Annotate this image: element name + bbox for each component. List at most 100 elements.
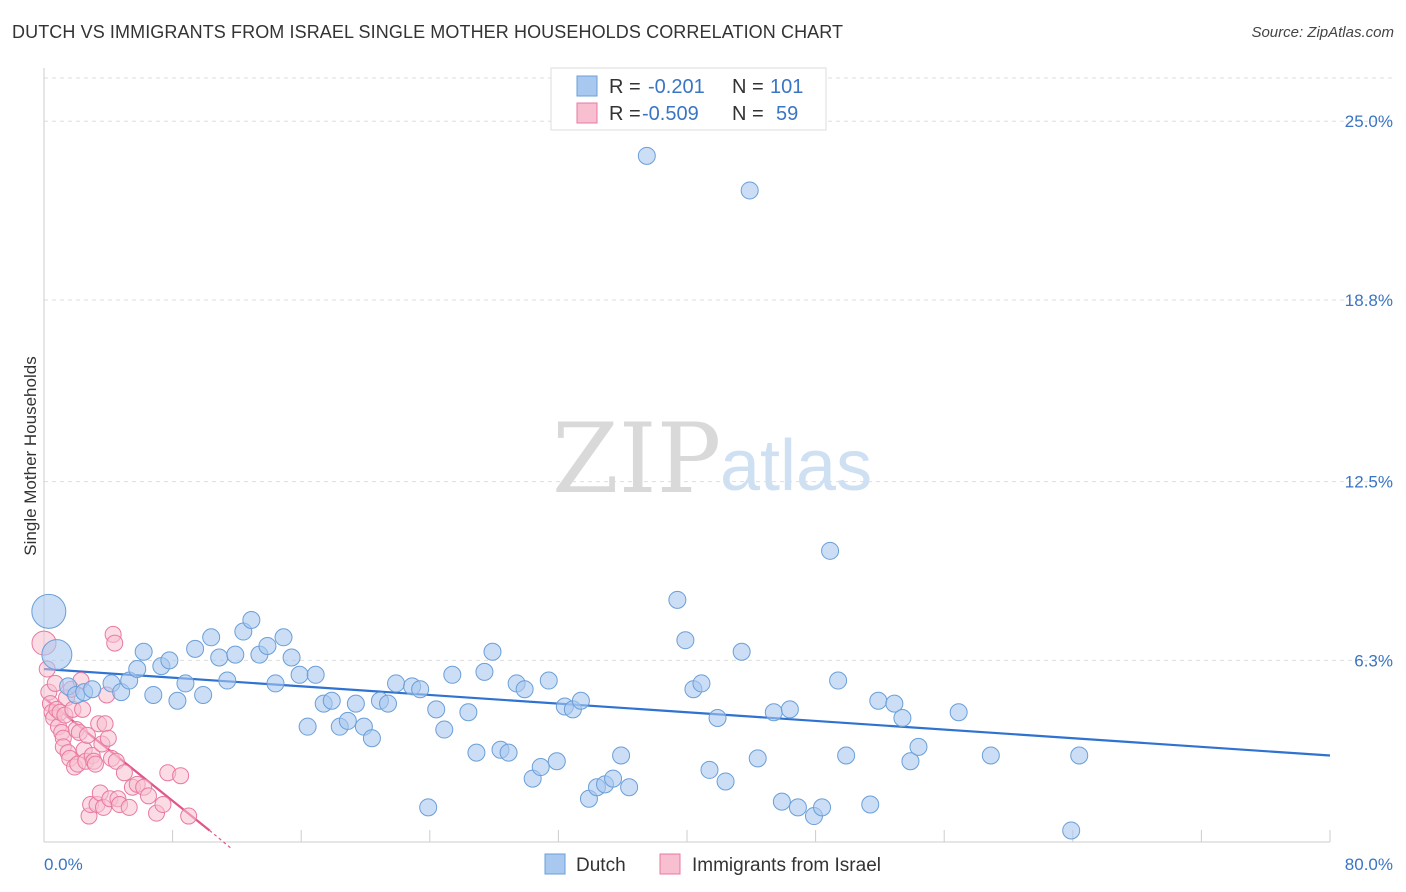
dutch-point [732, 642, 751, 661]
israel-point [106, 634, 124, 652]
legend-n-value-dutch: 101 [770, 76, 803, 98]
x-tick-label-max: 80.0% [1345, 855, 1393, 874]
dutch-point [692, 674, 711, 693]
dutch-point [443, 665, 462, 684]
dutch-point [134, 642, 153, 661]
x-tick-label-min: 0.0% [44, 855, 83, 874]
israel-trend-extension [209, 830, 231, 849]
dutch-point [242, 611, 261, 630]
dutch-point [266, 674, 285, 693]
bottom-legend-swatch-dutch [544, 853, 566, 875]
dutch-point [338, 711, 357, 730]
dutch-point [740, 181, 759, 200]
legend-swatch-israel [576, 102, 598, 124]
israel-point [78, 726, 96, 744]
bottom-legend-label-dutch: Dutch [576, 855, 626, 876]
dutch-point [531, 758, 550, 777]
dutch-point [901, 752, 920, 771]
israel-point [99, 729, 117, 747]
dutch-point [604, 769, 623, 788]
gridlines [44, 77, 1392, 661]
dutch-point [700, 760, 719, 779]
dutch-point [176, 674, 195, 693]
chart-source: Source: ZipAtlas.com [1251, 24, 1394, 41]
dutch-point [780, 700, 799, 719]
dutch-point [813, 798, 832, 817]
dutch-point [539, 671, 558, 690]
legend-n-label-dutch: N = [732, 76, 764, 98]
chart-title: DUTCH VS IMMIGRANTS FROM ISRAEL SINGLE M… [12, 22, 844, 42]
dutch-point [837, 746, 856, 765]
dutch-point [379, 694, 398, 713]
dutch-point [547, 752, 566, 771]
israel-point [172, 767, 190, 785]
dutch-point [748, 749, 767, 768]
dutch-point [258, 636, 277, 655]
dutch-point [290, 665, 309, 684]
israel-point [107, 752, 125, 770]
dutch-point [571, 691, 590, 710]
legend-r-label-israel: R = [609, 103, 641, 125]
israel-point [86, 755, 104, 773]
y-tick-label: 6.3% [1354, 651, 1393, 670]
stats-legend: R = -0.201 N = 101 R = -0.509 N = 59 [550, 67, 827, 131]
legend-r-label-dutch: R = [609, 76, 641, 98]
dutch-point [298, 717, 317, 736]
legend-r-value-dutch: -0.201 [648, 76, 705, 98]
y-tick-label: 25.0% [1345, 112, 1393, 131]
dutch-point [708, 709, 727, 728]
israel-point [154, 796, 172, 814]
dutch-point [949, 703, 968, 722]
dutch-point [499, 743, 518, 762]
dutch-point [31, 593, 67, 629]
dutch-point [387, 674, 406, 693]
dutch-point [829, 671, 848, 690]
dutch-point [168, 691, 187, 710]
y-tick-label: 12.5% [1345, 473, 1393, 492]
israel-point [180, 807, 198, 825]
bottom-legend-swatch-israel [659, 853, 681, 875]
dutch-point [515, 680, 534, 699]
israel-point [139, 787, 157, 805]
y-tick-labels: 6.3% 12.5% 18.8% 25.0% [1345, 112, 1393, 670]
y-tick-label: 18.8% [1345, 291, 1393, 310]
bottom-legend-label-israel: Immigrants from Israel [692, 855, 881, 876]
dutch-point [41, 639, 73, 671]
dutch-point [194, 685, 213, 704]
dutch-point [427, 700, 446, 719]
x-tick-labels: 0.0% 80.0% [44, 855, 1393, 874]
dutch-point [869, 691, 888, 710]
watermark: ZIP atlas [552, 403, 872, 515]
dutch-point [716, 772, 735, 791]
dutch-point [467, 743, 486, 762]
dutch-point [411, 680, 430, 699]
dutch-point [160, 651, 179, 670]
series-dutch-points [31, 146, 1089, 840]
dutch-point [861, 795, 880, 814]
watermark-zip: ZIP [552, 403, 721, 515]
watermark-atlas: atlas [720, 426, 872, 506]
dutch-point [788, 798, 807, 817]
dutch-point [282, 648, 301, 667]
legend-n-label-israel: N = [732, 103, 764, 125]
dutch-point [144, 685, 163, 704]
legend-swatch-dutch [576, 75, 598, 97]
dutch-point [821, 541, 840, 560]
dutch-point [885, 694, 904, 713]
dutch-point [764, 703, 783, 722]
dutch-point [981, 746, 1000, 765]
dutch-point [274, 628, 293, 647]
dutch-point [210, 648, 229, 667]
trend-lines [43, 667, 1331, 849]
dutch-point [637, 146, 656, 165]
dutch-point [459, 703, 478, 722]
dutch-point [322, 691, 341, 710]
dutch-point [346, 694, 365, 713]
dutch-point [218, 671, 237, 690]
israel-point [96, 715, 114, 733]
dutch-point [909, 737, 928, 756]
dutch-point [362, 729, 381, 748]
dutch-point [1062, 821, 1081, 840]
israel-point [115, 764, 133, 782]
